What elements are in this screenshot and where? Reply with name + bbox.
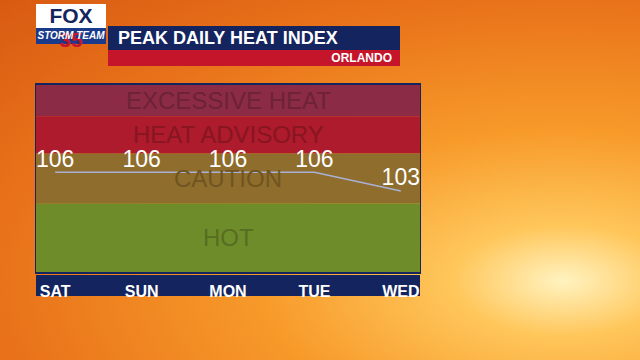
svg-text:103: 103 — [382, 164, 420, 190]
svg-text:106: 106 — [295, 146, 333, 172]
svg-text:SAT: SAT — [40, 283, 71, 300]
html-text:PEAK DAILY HEAT INDEX: PEAK DAILY HEAT INDEX — [118, 28, 338, 48]
svg-text:SUN: SUN — [125, 283, 159, 300]
html-text:FOX: FOX — [49, 4, 93, 27]
svg-text:MON: MON — [209, 283, 246, 300]
html-text:STORM TEAM: STORM TEAM — [37, 30, 105, 41]
svg-text:CAUTION: CAUTION — [174, 165, 282, 192]
html-text:ORLANDO: ORLANDO — [331, 51, 392, 65]
svg-text:HEAT ADVISORY: HEAT ADVISORY — [133, 121, 324, 148]
svg-text:106: 106 — [122, 146, 160, 172]
svg-text:106: 106 — [209, 146, 247, 172]
svg-text:106: 106 — [36, 146, 74, 172]
svg-text:TUE: TUE — [298, 283, 330, 300]
svg-text:EXCESSIVE HEAT: EXCESSIVE HEAT — [126, 87, 331, 114]
svg-text:HOT: HOT — [203, 224, 254, 251]
html-text:35: 35 — [59, 28, 83, 51]
svg-text:WED: WED — [382, 283, 419, 300]
